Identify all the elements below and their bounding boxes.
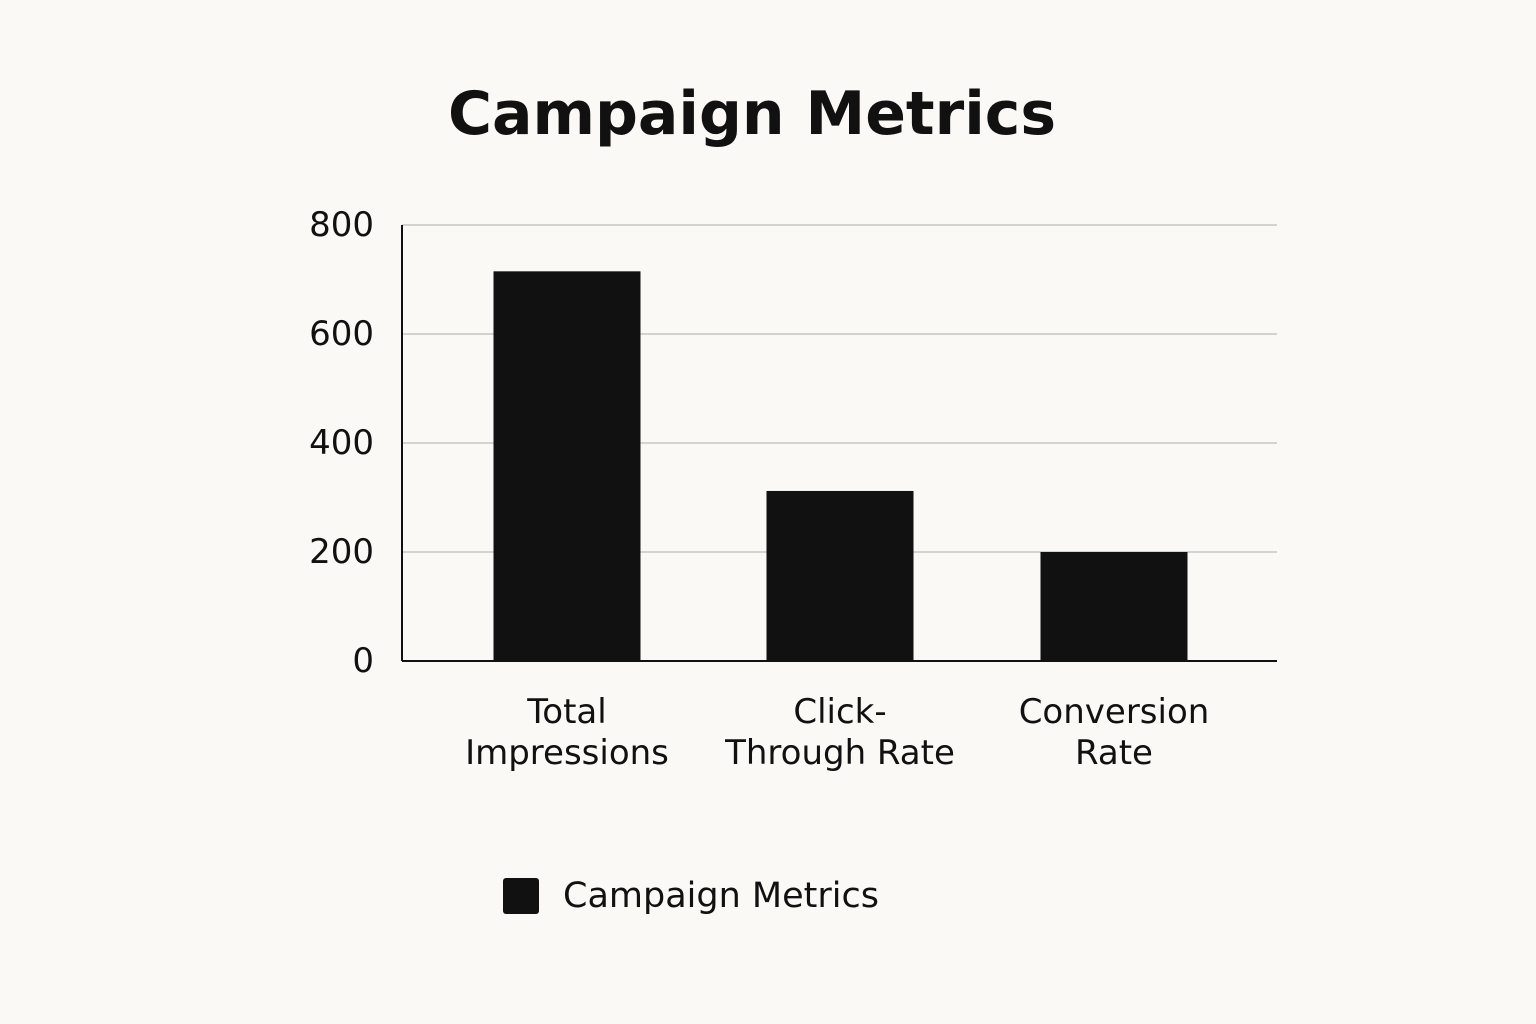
bar (493, 271, 641, 661)
y-tick-labels: 0 200 400 600 800 (309, 205, 374, 681)
x-tick-label: Conversion Rate (1019, 692, 1210, 773)
x-tick-label-line: Click- (793, 692, 886, 732)
chart-title: Campaign Metrics (447, 79, 1057, 149)
legend-label: Campaign Metrics (563, 876, 879, 916)
x-tick-label-line: Conversion (1019, 692, 1210, 732)
y-tick-label: 400 (309, 423, 374, 463)
x-tick-label-line: Impressions (465, 733, 669, 773)
bar (1040, 552, 1188, 661)
y-tick-label: 200 (309, 532, 374, 572)
legend: Campaign Metrics (503, 872, 879, 920)
bar (766, 490, 914, 661)
y-tick-label: 600 (309, 314, 374, 354)
y-tick-label: 0 (352, 641, 374, 681)
axes (401, 225, 1277, 662)
x-tick-label-line: Total (526, 692, 606, 732)
x-tick-label-line: Rate (1075, 733, 1153, 773)
x-tick-label-line: Through Rate (724, 733, 955, 773)
legend-swatch (503, 878, 539, 914)
x-tick-labels: Total Impressions Click-Through Rate Conver… (465, 692, 1209, 773)
bars (493, 271, 1188, 661)
x-tick-label: Click-Through Rate (724, 692, 955, 773)
x-tick-label: Total Impressions (465, 692, 669, 773)
y-tick-label: 800 (309, 205, 374, 245)
